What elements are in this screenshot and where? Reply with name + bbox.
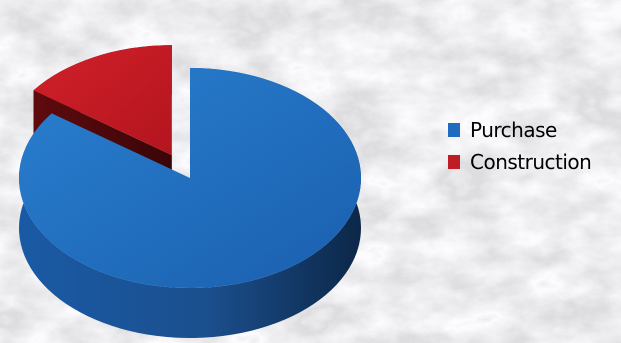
- legend-item-construction: Construction: [448, 146, 592, 178]
- legend: Purchase Construction: [448, 114, 592, 178]
- legend-label-construction: Construction: [470, 150, 592, 174]
- pie-slice-purchase: [18, 68, 362, 288]
- legend-swatch-purchase: [448, 123, 460, 137]
- legend-label-purchase: Purchase: [470, 118, 557, 142]
- legend-swatch-construction: [448, 155, 460, 169]
- pie-slice-construction: [33, 45, 172, 156]
- legend-item-purchase: Purchase: [448, 114, 591, 146]
